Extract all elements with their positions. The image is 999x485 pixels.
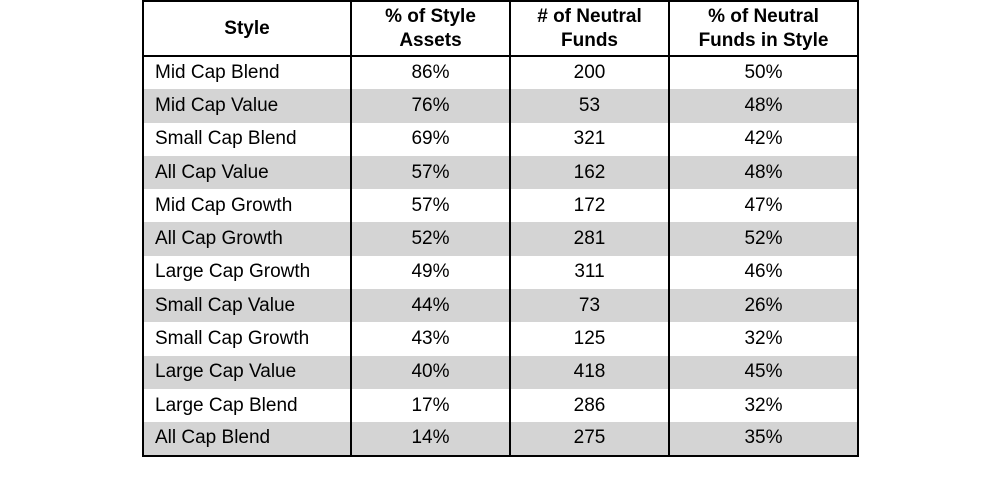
- header-num-neutral-funds-line-1: # of Neutral: [537, 5, 642, 27]
- pct-style-assets-cell: 57%: [350, 155, 511, 190]
- num-neutral-funds-cell: 321: [509, 122, 670, 156]
- style-cell: All Cap Growth: [142, 222, 352, 256]
- pct-style-assets-cell: 86%: [350, 56, 511, 90]
- pct-style-assets-cell: 44%: [350, 289, 511, 323]
- pct-style-assets-cell: 17%: [350, 388, 511, 423]
- table-header-row: Style % of Style Assets # of Neutral Fun…: [142, 0, 859, 57]
- pct-neutral-funds-cell: 42%: [668, 122, 859, 156]
- pct-style-assets-cell: 57%: [350, 189, 511, 223]
- num-neutral-funds-cell: 281: [509, 222, 670, 256]
- table-row: All Cap Growth 52% 281 52%: [142, 222, 859, 256]
- table-body: Mid Cap Blend 86% 200 50% Mid Cap Value 76% 53…: [142, 56, 859, 457]
- style-cell: Large Cap Growth: [142, 255, 352, 290]
- style-cell: Mid Cap Blend: [142, 56, 352, 90]
- num-neutral-funds-cell: 275: [509, 422, 670, 457]
- pct-neutral-funds-cell: 52%: [668, 222, 859, 256]
- table-row: Small Cap Value 44% 73 26%: [142, 289, 859, 323]
- pct-neutral-funds-cell: 32%: [668, 388, 859, 423]
- pct-style-assets-cell: 76%: [350, 89, 511, 123]
- pct-neutral-funds-cell: 26%: [668, 289, 859, 323]
- style-cell: Mid Cap Growth: [142, 189, 352, 223]
- num-neutral-funds-cell: 311: [509, 255, 670, 290]
- table-row: All Cap Blend 14% 275 35%: [142, 422, 859, 457]
- neutral-funds-by-style-table: Style % of Style Assets # of Neutral Fun…: [142, 0, 859, 457]
- table-row: Small Cap Growth 43% 125 32%: [142, 322, 859, 356]
- num-neutral-funds-cell: 286: [509, 388, 670, 423]
- header-pct-style-assets-line-2: Assets: [399, 29, 462, 51]
- pct-style-assets-cell: 40%: [350, 355, 511, 389]
- pct-neutral-funds-cell: 47%: [668, 189, 859, 223]
- pct-style-assets-cell: 14%: [350, 422, 511, 457]
- table-row: Mid Cap Growth 57% 172 47%: [142, 189, 859, 223]
- header-pct-neutral-funds-line-1: % of Neutral: [708, 5, 819, 27]
- header-pct-style-assets-line-1: % of Style: [385, 5, 476, 27]
- header-style-line: Style: [224, 17, 270, 39]
- pct-neutral-funds-cell: 48%: [668, 155, 859, 190]
- pct-neutral-funds-cell: 48%: [668, 89, 859, 123]
- header-pct-neutral-funds-in-style: % of Neutral Funds in Style: [668, 0, 859, 57]
- pct-neutral-funds-cell: 50%: [668, 56, 859, 90]
- pct-style-assets-cell: 43%: [350, 322, 511, 356]
- style-cell: All Cap Value: [142, 155, 352, 190]
- header-pct-neutral-funds-line-2: Funds in Style: [698, 29, 829, 51]
- table-row: Large Cap Blend 17% 286 32%: [142, 388, 859, 423]
- style-cell: Large Cap Value: [142, 355, 352, 389]
- pct-neutral-funds-cell: 32%: [668, 322, 859, 356]
- pct-style-assets-cell: 49%: [350, 255, 511, 290]
- table-row: Large Cap Value 40% 418 45%: [142, 355, 859, 389]
- header-style: Style: [142, 0, 352, 57]
- table-row: Mid Cap Value 76% 53 48%: [142, 89, 859, 123]
- style-table-container: Style % of Style Assets # of Neutral Fun…: [142, 0, 859, 457]
- num-neutral-funds-cell: 73: [509, 289, 670, 323]
- num-neutral-funds-cell: 162: [509, 155, 670, 190]
- num-neutral-funds-cell: 172: [509, 189, 670, 223]
- pct-neutral-funds-cell: 46%: [668, 255, 859, 290]
- num-neutral-funds-cell: 418: [509, 355, 670, 389]
- style-cell: Small Cap Growth: [142, 322, 352, 356]
- table-row: Small Cap Blend 69% 321 42%: [142, 122, 859, 156]
- table-row: All Cap Value 57% 162 48%: [142, 155, 859, 190]
- pct-style-assets-cell: 69%: [350, 122, 511, 156]
- header-num-neutral-funds: # of Neutral Funds: [509, 0, 670, 57]
- pct-style-assets-cell: 52%: [350, 222, 511, 256]
- table-row: Large Cap Growth 49% 311 46%: [142, 255, 859, 290]
- num-neutral-funds-cell: 125: [509, 322, 670, 356]
- num-neutral-funds-cell: 53: [509, 89, 670, 123]
- style-cell: Large Cap Blend: [142, 388, 352, 423]
- num-neutral-funds-cell: 200: [509, 56, 670, 90]
- style-cell: All Cap Blend: [142, 422, 352, 457]
- header-num-neutral-funds-line-2: Funds: [561, 29, 618, 51]
- pct-neutral-funds-cell: 45%: [668, 355, 859, 389]
- style-cell: Small Cap Blend: [142, 122, 352, 156]
- header-pct-style-assets: % of Style Assets: [350, 0, 511, 57]
- style-cell: Mid Cap Value: [142, 89, 352, 123]
- table-row: Mid Cap Blend 86% 200 50%: [142, 56, 859, 90]
- pct-neutral-funds-cell: 35%: [668, 422, 859, 457]
- style-cell: Small Cap Value: [142, 289, 352, 323]
